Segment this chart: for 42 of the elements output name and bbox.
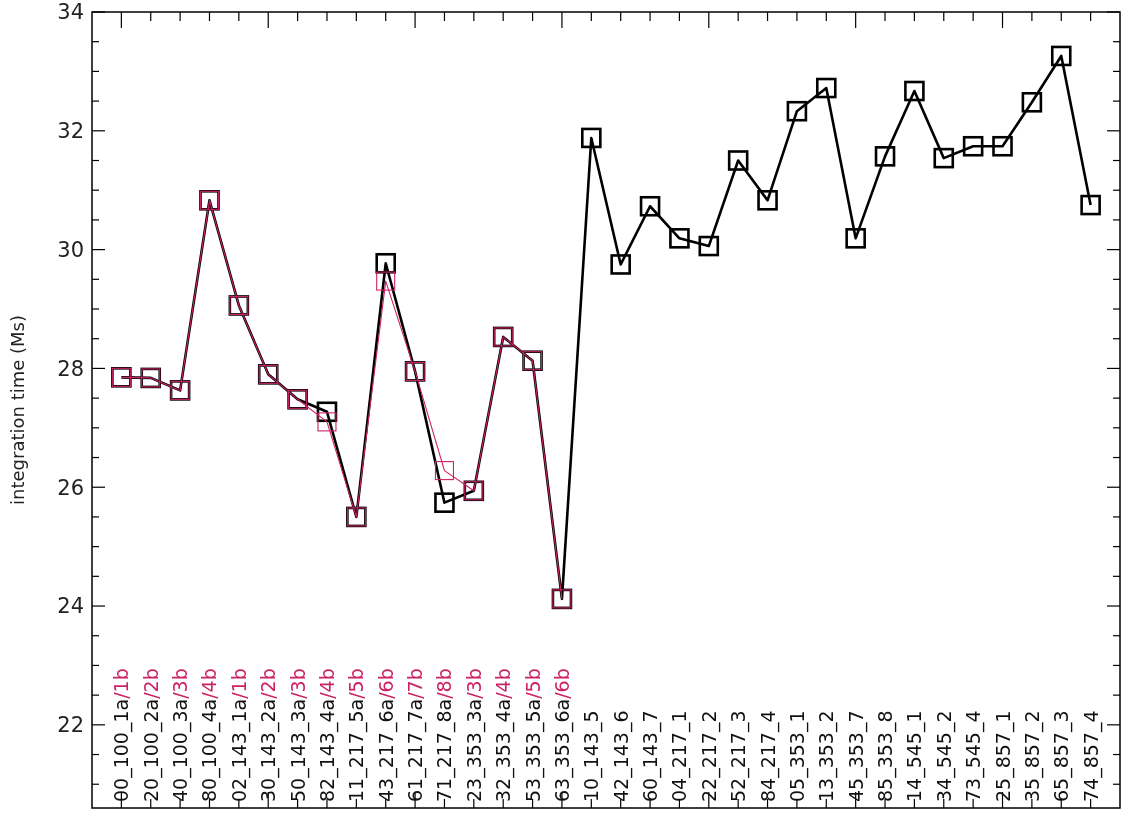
- y-axis-title: integration time (Ms): [7, 315, 28, 505]
- x-tick-label: 35_857_2: [1020, 710, 1044, 802]
- y-tick-label: 28: [57, 356, 84, 381]
- x-tick-label: 42_143_6: [609, 710, 633, 802]
- x-tick-label: 45_353_7: [844, 710, 868, 802]
- x-tick-label: 74_857_4: [1079, 710, 1103, 802]
- x-tick-label: 13_353_2: [815, 710, 839, 802]
- x-tick-label: 85_353_8: [874, 710, 898, 802]
- x-tick-label: 61_217_7a/7b: [404, 668, 428, 802]
- x-tick-label: 25_857_1: [991, 710, 1015, 802]
- x-tick-label: 20_100_2a/2b: [139, 668, 163, 802]
- x-tick-label: 23_353_3a/3b: [462, 668, 486, 802]
- x-tick-label: 02_143_1a/1b: [227, 668, 251, 802]
- x-tick-label: 65_857_3: [1050, 710, 1074, 802]
- x-tick-label: 22_217_2: [697, 710, 721, 802]
- x-tick-label: 80_100_4a/4b: [198, 668, 222, 802]
- x-tick-label: 34_545_2: [932, 710, 956, 802]
- x-tick-label: 43_217_6a/6b: [374, 668, 398, 802]
- x-tick-label: 40_100_3a/3b: [169, 668, 193, 802]
- x-tick-label: 14_545_1: [903, 710, 927, 802]
- x-tick-label: 84_217_4: [756, 710, 780, 802]
- x-tick-label: 73_545_4: [962, 710, 986, 802]
- y-tick-label: 32: [57, 119, 84, 144]
- x-tick-label: 82_143_4a/4b: [315, 668, 339, 802]
- y-tick-label: 30: [57, 237, 84, 262]
- x-tick-label: 30_143_2a/2b: [257, 668, 281, 802]
- x-tick-label: 50_143_3a/3b: [286, 668, 310, 802]
- y-tick-label: 34: [57, 0, 84, 25]
- x-tick-label: 53_353_5a/5b: [521, 668, 545, 802]
- y-tick-label: 24: [57, 594, 84, 619]
- x-tick-label: 32_353_4a/4b: [492, 668, 516, 802]
- x-tick-label: 05_353_1: [785, 710, 809, 802]
- x-tick-label: 04_217_1: [668, 710, 692, 802]
- x-tick-label: 11_217_5a/5b: [345, 668, 369, 802]
- x-tick-label: 71_217_8a/8b: [433, 668, 457, 802]
- y-tick-label: 26: [57, 475, 84, 500]
- y-tick-label: 22: [57, 713, 84, 738]
- x-tick-label: 10_143_5: [580, 710, 604, 802]
- x-tick-label: 63_353_6a/6b: [550, 668, 574, 802]
- x-tick-label: 60_143_7: [639, 710, 663, 802]
- x-tick-label: 52_217_3: [727, 710, 751, 802]
- x-tick-label: 00_100_1a/1b: [110, 668, 134, 802]
